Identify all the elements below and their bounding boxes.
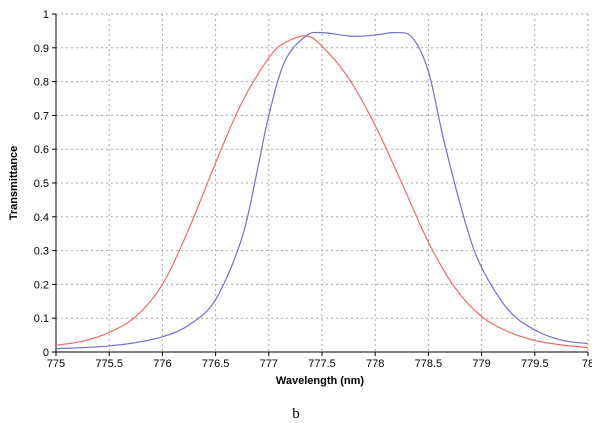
y-tick-labels: 0 0.1 0.2 0.3 0.4 0.5 0.6 0.7 0.8 0.9 1 <box>34 9 49 359</box>
series-group <box>55 31 589 350</box>
grid <box>56 13 589 352</box>
y-tick-label: 0.2 <box>34 279 49 291</box>
x-tick-label: 776.5 <box>202 358 230 370</box>
y-tick-label: 0.4 <box>34 212 49 224</box>
series-line-1 <box>55 35 589 349</box>
figure-caption: b <box>292 406 300 422</box>
y-tick-label: 0.8 <box>34 77 49 89</box>
y-tick-label: 0 <box>43 347 49 359</box>
x-tick-label: 779.5 <box>521 358 549 370</box>
x-tick-label: 778.5 <box>415 358 443 370</box>
y-tick-label: 1 <box>43 9 49 21</box>
x-tick-label: 776 <box>153 358 171 370</box>
x-tick-label: 779 <box>472 358 490 370</box>
y-tick-label: 0.3 <box>34 246 49 258</box>
x-tick-label: 778 <box>366 358 384 370</box>
series-line-2 <box>55 31 589 350</box>
y-tick-label: 0.5 <box>34 178 49 190</box>
axes <box>52 13 589 356</box>
x-tick-label: 775 <box>47 358 65 370</box>
y-tick-label: 0.1 <box>34 313 49 325</box>
x-axis-title: Wavelength (nm) <box>276 375 365 387</box>
y-tick-label: 0.7 <box>34 110 49 122</box>
x-tick-label: 777 <box>260 358 278 370</box>
x-tick-labels: 775 775.5 776 776.5 777 777.5 778 778.5 779 779.5… <box>47 358 592 370</box>
y-axis-title: Transmittance <box>8 146 20 221</box>
x-tick-label: 775.5 <box>95 358 123 370</box>
x-tick-label: 78 <box>582 358 592 370</box>
y-tick-label: 0.6 <box>34 144 49 156</box>
x-tick-label: 777.5 <box>308 358 336 370</box>
y-tick-label: 0.9 <box>34 43 49 55</box>
